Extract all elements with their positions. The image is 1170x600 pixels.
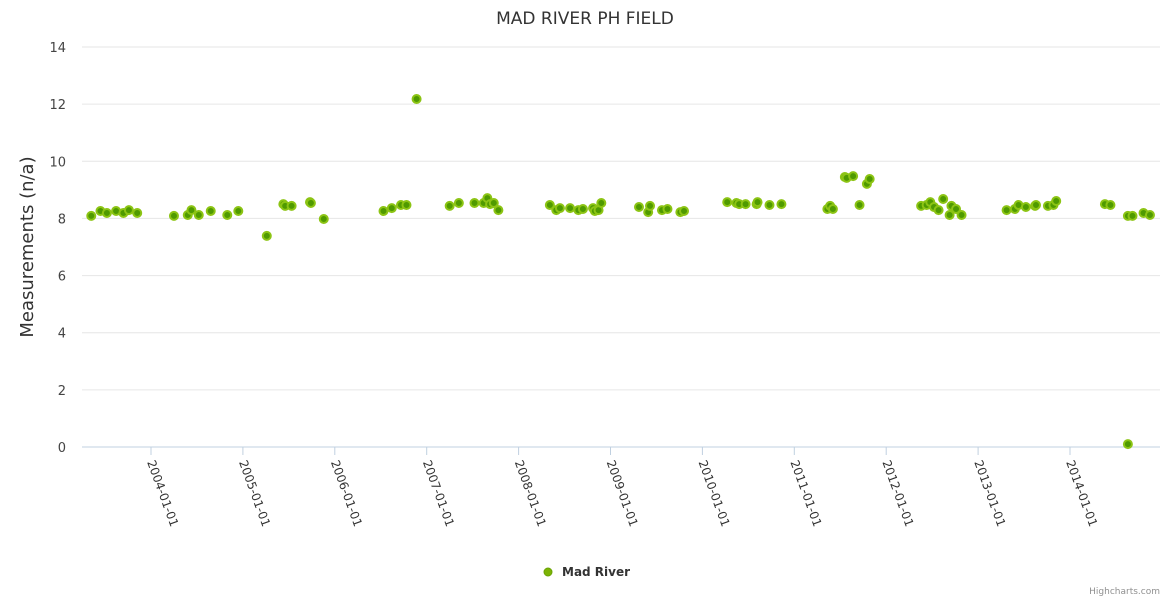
data-point[interactable] bbox=[933, 205, 944, 216]
data-point[interactable] bbox=[633, 202, 644, 212]
x-tick-label: 2006-01-01 bbox=[328, 458, 365, 528]
data-point[interactable] bbox=[205, 206, 216, 216]
y-tick-label: 4 bbox=[58, 327, 66, 342]
data-point[interactable] bbox=[193, 210, 204, 220]
y-axis-ticks: 0 2 4 6 8 10 12 14 bbox=[49, 41, 66, 456]
data-point[interactable] bbox=[261, 230, 272, 241]
data-point[interactable] bbox=[1051, 196, 1062, 206]
data-point[interactable] bbox=[764, 200, 775, 210]
y-tick-label: 10 bbox=[49, 155, 66, 170]
data-point[interactable] bbox=[186, 205, 197, 216]
y-tick-label: 0 bbox=[58, 441, 66, 456]
y-axis-label: Measurements (n/a) bbox=[17, 156, 38, 337]
x-tick-label: 2004-01-01 bbox=[144, 458, 181, 528]
data-point[interactable] bbox=[740, 199, 751, 210]
data-point[interactable] bbox=[938, 194, 949, 204]
data-point[interactable] bbox=[132, 208, 143, 218]
x-tick-label: 2012-01-01 bbox=[879, 458, 916, 528]
y-tick-label: 8 bbox=[58, 212, 66, 227]
data-point[interactable] bbox=[864, 174, 875, 184]
x-tick-label: 2013-01-01 bbox=[971, 458, 1008, 528]
x-tick-label: 2005-01-01 bbox=[236, 458, 273, 528]
data-point[interactable] bbox=[401, 200, 412, 210]
data-point[interactable] bbox=[444, 200, 455, 211]
data-point[interactable] bbox=[101, 208, 112, 218]
data-point[interactable] bbox=[469, 198, 480, 208]
data-point[interactable] bbox=[378, 206, 389, 216]
series-mad-river[interactable] bbox=[86, 94, 1155, 450]
data-point[interactable] bbox=[679, 206, 690, 216]
data-point[interactable] bbox=[1030, 200, 1041, 210]
data-point[interactable] bbox=[662, 204, 673, 214]
data-point[interactable] bbox=[645, 200, 656, 211]
data-point[interactable] bbox=[123, 205, 134, 216]
data-point[interactable] bbox=[565, 203, 576, 214]
grid-lines bbox=[82, 46, 1160, 391]
data-point[interactable] bbox=[596, 198, 607, 208]
data-point[interactable] bbox=[1144, 210, 1155, 220]
data-point[interactable] bbox=[956, 210, 967, 220]
data-point[interactable] bbox=[544, 200, 555, 210]
chart-title: MAD RIVER PH FIELD bbox=[496, 9, 674, 29]
data-point[interactable] bbox=[1127, 210, 1138, 221]
data-point[interactable] bbox=[554, 203, 565, 214]
data-point[interactable] bbox=[776, 199, 787, 210]
data-point[interactable] bbox=[722, 197, 733, 208]
data-point[interactable] bbox=[488, 198, 499, 208]
data-point[interactable] bbox=[854, 200, 865, 210]
data-point[interactable] bbox=[1122, 439, 1133, 450]
data-point[interactable] bbox=[286, 200, 297, 211]
data-point[interactable] bbox=[411, 94, 422, 104]
y-tick-label: 12 bbox=[49, 98, 66, 113]
data-point[interactable] bbox=[577, 204, 588, 214]
y-tick-label: 14 bbox=[49, 41, 66, 56]
x-tick-label: 2014-01-01 bbox=[1063, 458, 1100, 528]
data-point[interactable] bbox=[1020, 202, 1031, 212]
x-tick-label: 2007-01-01 bbox=[420, 458, 457, 528]
data-point[interactable] bbox=[827, 204, 838, 214]
data-point[interactable] bbox=[944, 210, 955, 220]
data-point[interactable] bbox=[386, 203, 397, 214]
data-point[interactable] bbox=[233, 206, 244, 216]
data-point[interactable] bbox=[493, 205, 504, 216]
x-tick-label: 2011-01-01 bbox=[787, 458, 824, 528]
data-point[interactable] bbox=[318, 214, 329, 224]
data-point[interactable] bbox=[848, 171, 859, 182]
legend-marker bbox=[543, 567, 553, 577]
data-point[interactable] bbox=[1001, 205, 1012, 216]
highcharts-credit[interactable]: Highcharts.com bbox=[1089, 587, 1160, 597]
data-point[interactable] bbox=[752, 197, 763, 208]
data-point[interactable] bbox=[1105, 200, 1116, 210]
legend[interactable]: Mad River bbox=[543, 565, 630, 579]
y-tick-label: 2 bbox=[58, 384, 66, 399]
legend-item-mad-river[interactable]: Mad River bbox=[562, 565, 630, 579]
data-point[interactable] bbox=[951, 204, 962, 214]
x-tick-label: 2008-01-01 bbox=[512, 458, 549, 528]
data-point[interactable] bbox=[305, 198, 316, 208]
data-point[interactable] bbox=[168, 210, 179, 221]
y-tick-label: 6 bbox=[58, 270, 66, 285]
data-point[interactable] bbox=[222, 210, 233, 220]
x-axis-ticks: 2004-01-01 2005-01-01 2006-01-01 2007-01-01… bbox=[144, 447, 1100, 529]
data-point[interactable] bbox=[453, 198, 464, 208]
x-tick-label: 2010-01-01 bbox=[696, 458, 733, 528]
data-point[interactable] bbox=[86, 210, 97, 221]
x-tick-label: 2009-01-01 bbox=[604, 458, 641, 528]
